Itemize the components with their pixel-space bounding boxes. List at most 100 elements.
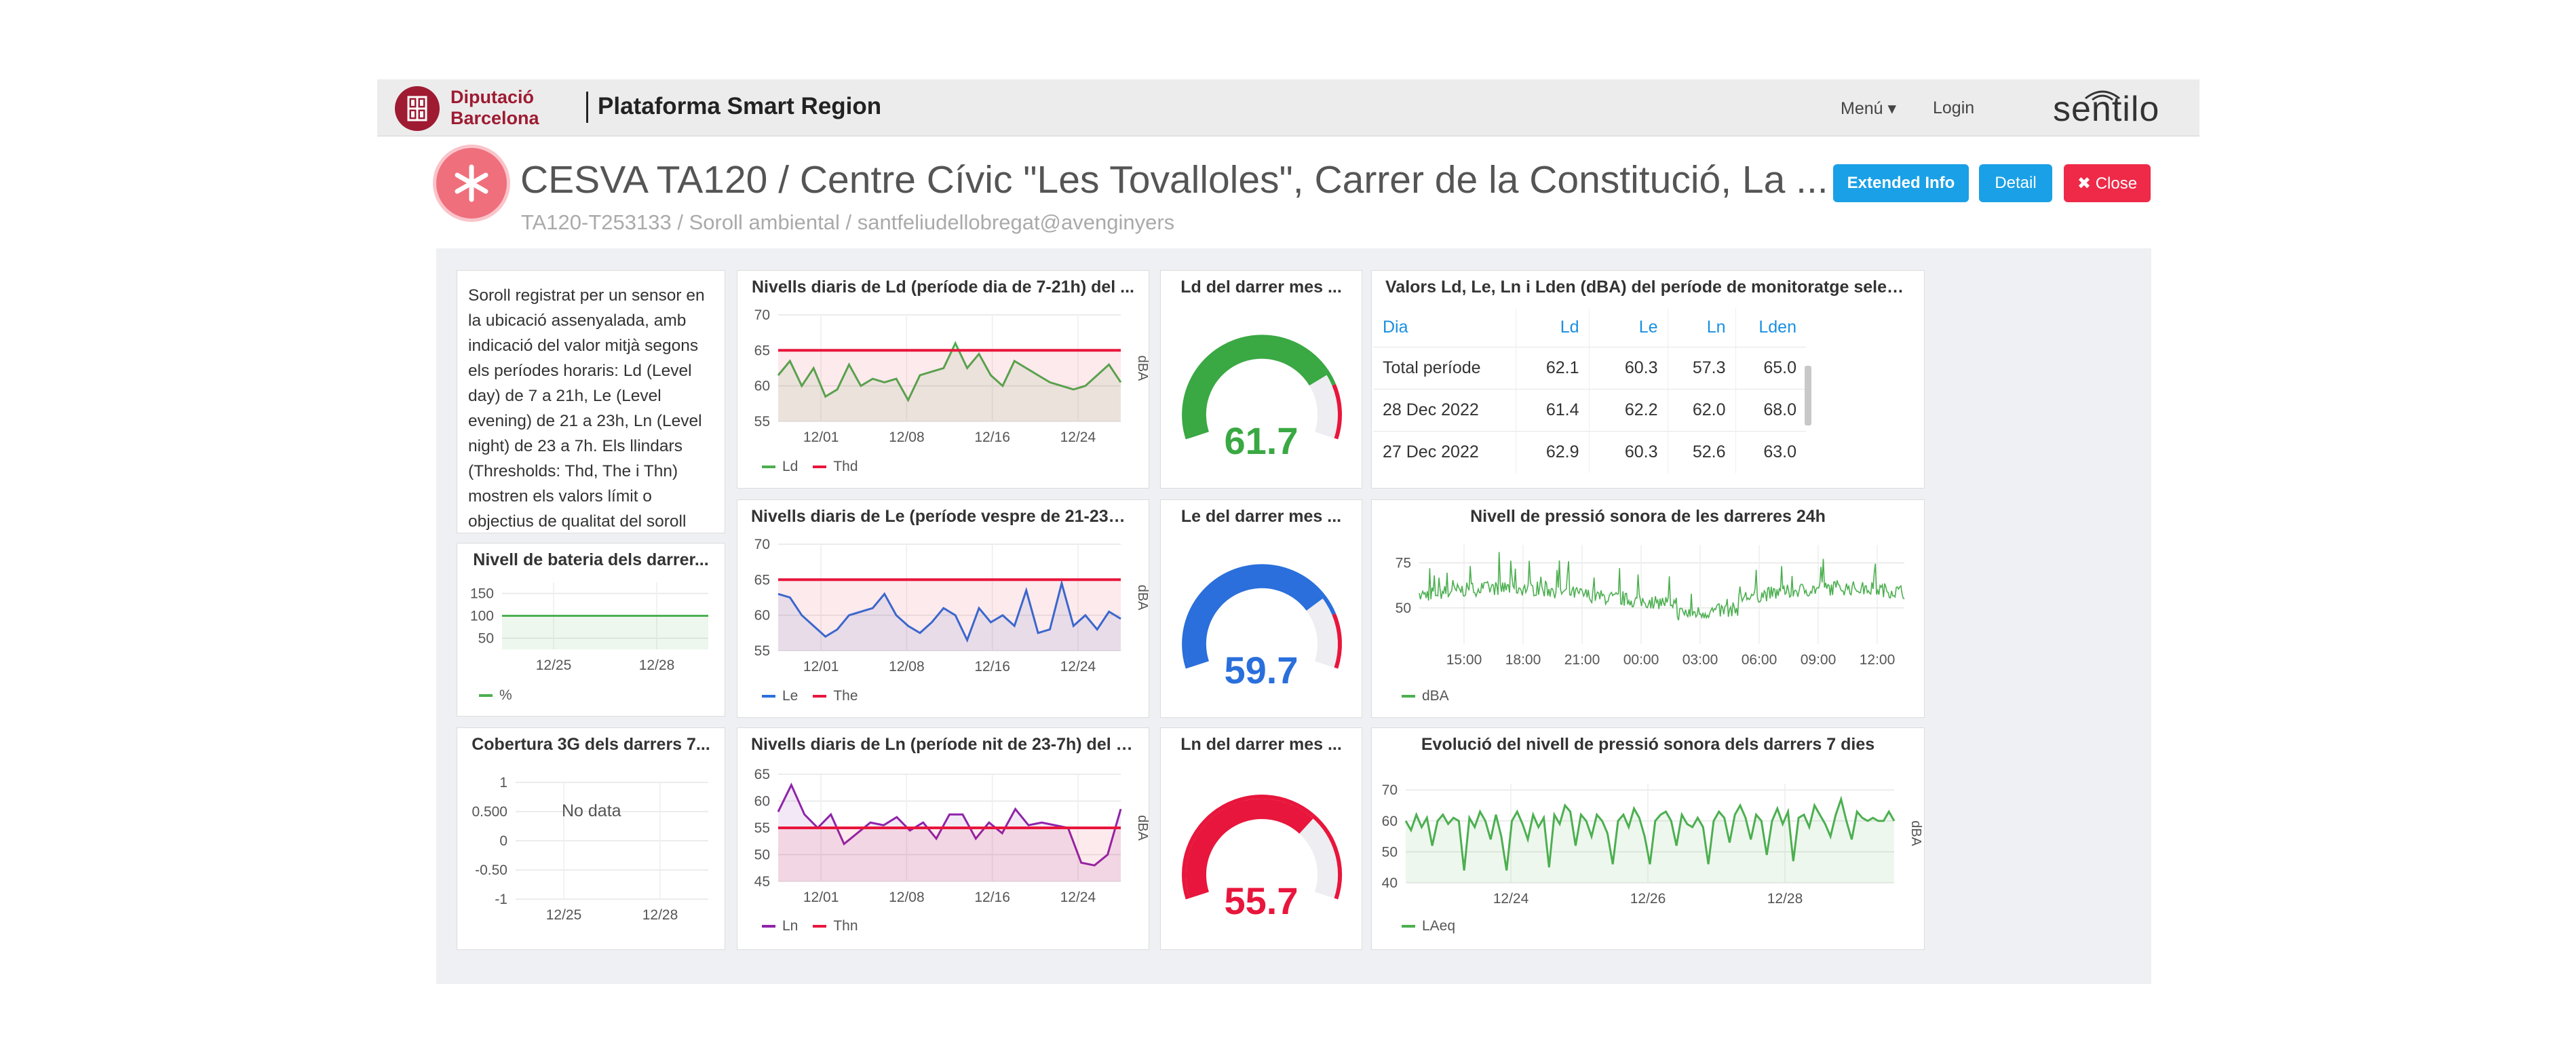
y-tick-label: 65 (754, 343, 770, 358)
x-tick-label: 12/08 (889, 659, 925, 674)
gauge-normal-band (1181, 795, 1314, 900)
y-tick-label: 70 (754, 537, 770, 552)
th-dia[interactable]: Dia (1383, 318, 1408, 337)
ld-gauge-value: 61.7 (1224, 419, 1299, 462)
legend-thd-label: Thd (833, 459, 858, 474)
th-lden[interactable]: Lden (1735, 309, 1806, 347)
values-table-panel: Valors Ld, Le, Ln i Lden (dBA) del perío… (1371, 270, 1925, 489)
table-scrollbar[interactable] (1805, 366, 1811, 425)
legend-thn-label: Thn (833, 918, 858, 934)
y-tick-label: 60 (754, 794, 770, 810)
ld-legend: Ld Thd (762, 459, 858, 475)
coverage-chart: 1 0.500 0 -0.50 -1 12/25 12/28 (472, 775, 708, 923)
diputacio-logo-text[interactable]: Diputació Barcelona (450, 87, 539, 129)
y-tick-label: 55 (754, 643, 770, 659)
y-tick-label: 65 (754, 767, 770, 782)
close-button[interactable]: ✖ Close (2064, 164, 2151, 202)
battery-panel: Nivell de bateria dels darrer... 50 100 15… (457, 543, 725, 717)
x-tick-label: 12/08 (889, 430, 925, 445)
pressure24-legend: dBA (1402, 688, 1449, 704)
x-tick-label: 15:00 (1446, 652, 1482, 668)
sentilo-logo[interactable]: sentilo (2053, 90, 2160, 129)
nav-menu-dropdown[interactable]: Menú ▾ (1841, 99, 1897, 118)
table-row: 27 Dec 2022 62.9 60.3 52.6 63.0 (1373, 430, 1806, 473)
signal-waves-icon (2085, 90, 2120, 101)
table-cell: 61.4 (1515, 388, 1589, 431)
legend-dba-label: dBA (1422, 688, 1449, 704)
detail-button[interactable]: Detail (1979, 164, 2052, 202)
ld-chart: 55 60 65 70 12/01 12/08 12/16 12/24 dBA (754, 307, 1150, 445)
ln-chart-panel: Nivells diaris de Ln (període nit de 23-… (737, 727, 1150, 950)
table-cell: 62.0 (1667, 388, 1735, 431)
threshold-area (778, 350, 1121, 421)
threshold-area (778, 580, 1121, 651)
pressure7-chart: 40 50 60 70 12/24 12/26 12/28 dBA (1382, 782, 1923, 907)
values-table[interactable]: Dia Ld Le Ln Lden Total període 62.1 60.… (1373, 309, 1806, 473)
battery-chart: 50 100 150 12/25 12/28 (470, 582, 708, 673)
extended-info-button[interactable]: Extended Info (1833, 164, 1969, 202)
sensor-subtitle: TA120-T253133 / Soroll ambiental / santf… (521, 210, 1175, 234)
table-header-row: Dia Ld Le Ln Lden (1373, 309, 1806, 347)
y-tick-label: -0.50 (475, 862, 507, 878)
table-cell: 65.0 (1735, 346, 1806, 389)
legend-le-label: Le (782, 688, 799, 704)
legend-battery-label: % (499, 687, 512, 703)
y-tick-label: 65 (754, 572, 770, 588)
y-tick-label: 55 (754, 414, 770, 430)
platform-title[interactable]: Plataforma Smart Region (598, 93, 882, 119)
x-tick-label: 12/28 (639, 658, 675, 673)
legend-dba[interactable]: dBA (1402, 688, 1449, 704)
le-gauge-panel: Le del darrer mes ... 59.7 (1160, 499, 1362, 718)
legend-ld[interactable]: Ld (762, 459, 798, 475)
nav-login-link[interactable]: Login (1933, 98, 1975, 117)
x-tick-label: 12/24 (1060, 430, 1096, 445)
y-tick-label: 150 (470, 586, 494, 602)
legend-battery[interactable]: % (479, 687, 512, 704)
table-cell: 52.6 (1667, 430, 1735, 473)
gauge-value-arc (1185, 338, 1327, 438)
ln-gauge (1181, 795, 1342, 900)
x-tick-label: 03:00 (1683, 652, 1718, 668)
table-cell: 60.3 (1588, 430, 1668, 473)
diputacio-logo-icon[interactable] (395, 86, 440, 131)
sensor-type-icon (436, 148, 507, 218)
gauge-normal-band (1182, 335, 1336, 440)
ln-gauge-panel: Ln del darrer mes ... 55.7 (1160, 727, 1362, 950)
pressure7-panel: Evolució del nivell de pressió sonora de… (1371, 727, 1925, 950)
gauge-threshold-band (1332, 383, 1342, 440)
gauge-threshold-band (1332, 613, 1342, 669)
th-ln[interactable]: Ln (1667, 309, 1735, 347)
legend-ln-label: Ln (782, 918, 799, 934)
legend-thd[interactable]: Thd (813, 459, 858, 475)
table-cell: 28 Dec 2022 (1373, 388, 1516, 431)
pressure24-chart: 50 75 15:00 18:00 21:00 00:00 03:00 06:00 09:00 1… (1396, 545, 1905, 668)
table-cell: Total període (1373, 346, 1516, 389)
ln-gauge-value: 55.7 (1224, 879, 1299, 922)
le-gauge-value: 59.7 (1224, 649, 1299, 691)
legend-the[interactable]: The (813, 688, 858, 704)
legend-ln[interactable]: Ln (762, 918, 798, 934)
logo-line-2: Barcelona (450, 108, 539, 128)
ld-chart-panel: Nivells diaris de Ld (període dia de 7-2… (737, 270, 1150, 489)
sensor-title: CESVA TA120 / Centre Cívic "Les Tovallol… (520, 158, 1828, 202)
nav-divider (586, 92, 588, 123)
legend-laeq[interactable]: LAeq (1402, 918, 1455, 934)
dashboard-area: Soroll registrat per un sensor en la ubi… (436, 248, 2151, 984)
series-line (777, 579, 1121, 643)
y-tick-label: 0 (499, 833, 507, 849)
legend-thn[interactable]: Thn (813, 918, 858, 934)
table-row: 28 Dec 2022 61.4 62.2 62.0 68.0 (1373, 388, 1806, 431)
table-cell: 68.0 (1735, 388, 1806, 431)
pressure24-panel: Nivell de pressió sonora de les darreres… (1371, 499, 1925, 718)
table-row: Total període 62.1 60.3 57.3 65.0 (1373, 346, 1806, 389)
legend-le[interactable]: Le (762, 688, 798, 704)
description-panel: Soroll registrat per un sensor en la ubi… (457, 270, 725, 533)
y-unit-label: dBA (1908, 820, 1923, 846)
series-line (1419, 552, 1905, 621)
x-tick-label: 12/24 (1493, 891, 1529, 907)
pressure7-legend: LAeq (1402, 918, 1455, 934)
th-ld[interactable]: Ld (1515, 309, 1589, 347)
th-le[interactable]: Le (1588, 309, 1668, 347)
y-unit-label: dBA (1135, 356, 1150, 381)
table-cell: 60.3 (1588, 346, 1668, 389)
